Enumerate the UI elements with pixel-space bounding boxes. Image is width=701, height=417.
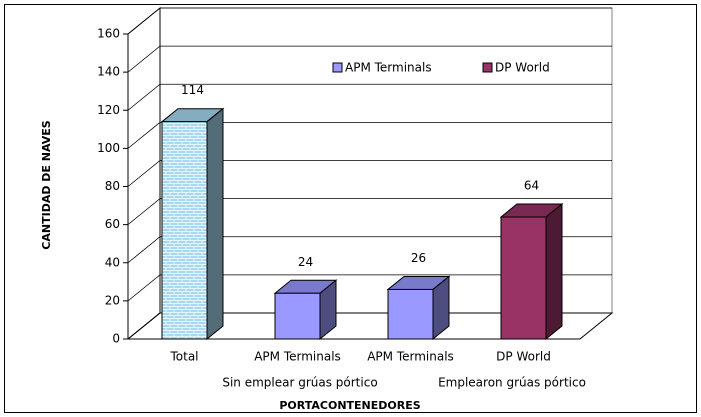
- group-label: Emplearon grúas pórtico: [438, 376, 586, 390]
- y-tick-label: 40: [105, 255, 120, 269]
- grid-line: [127, 83, 612, 111]
- grid-line: [127, 312, 612, 340]
- x-axis-title: PORTACONTENEDORES: [279, 399, 420, 412]
- legend-label: APM Terminals: [345, 61, 432, 75]
- x-tick-label: APM Terminals: [254, 350, 341, 364]
- y-tick-label: 20: [105, 293, 120, 307]
- y-axis-title: CANTIDAD DE NAVES: [40, 120, 53, 249]
- x-tick-label: DP World: [496, 350, 551, 364]
- y-tick-label: 80: [105, 179, 120, 193]
- group-label: Sin emplear grúas pórtico: [222, 376, 377, 390]
- bar: [274, 292, 321, 340]
- grid-line: [127, 274, 612, 302]
- x-tick-label: Total: [169, 350, 198, 364]
- grid-line: [127, 45, 612, 73]
- bar: [387, 288, 434, 340]
- y-tick-label: 60: [105, 217, 120, 231]
- value-label: 24: [298, 255, 313, 269]
- bar-side: [206, 107, 224, 341]
- y-tick-label: 160: [97, 27, 120, 41]
- value-label: 114: [181, 83, 204, 97]
- legend-swatch: [332, 62, 343, 73]
- bar-side: [545, 202, 563, 341]
- y-tick-label: 0: [112, 332, 120, 346]
- grid-line: [127, 121, 612, 149]
- y-tick-label: 140: [97, 65, 120, 79]
- x-tick-label: APM Terminals: [367, 350, 454, 364]
- value-label: 64: [524, 179, 539, 193]
- grid-line: [127, 7, 612, 35]
- y-tick-label: 120: [97, 103, 120, 117]
- value-label: 26: [411, 251, 426, 265]
- grid-line: [127, 236, 612, 264]
- bar: [161, 121, 208, 340]
- legend-label: DP World: [495, 61, 550, 75]
- bar: [500, 216, 547, 340]
- grid-line: [127, 198, 612, 225]
- legend-swatch: [482, 62, 493, 73]
- y-tick-label: 100: [97, 141, 120, 155]
- grid-line: [127, 160, 612, 187]
